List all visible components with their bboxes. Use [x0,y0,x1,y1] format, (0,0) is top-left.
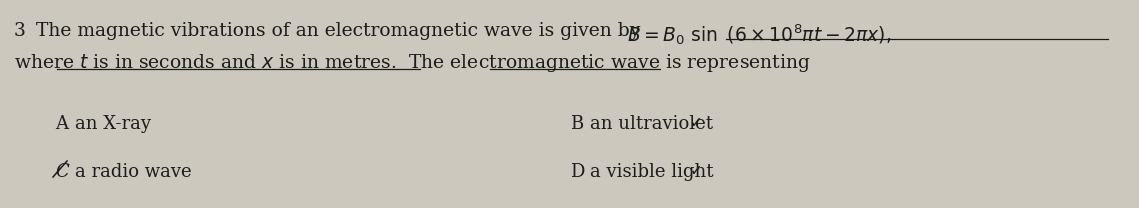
Text: $B = B_0\ \sin\ (6 \times 10^8\pi t - 2\pi x),$: $B = B_0\ \sin\ (6 \times 10^8\pi t - 2\… [626,22,892,47]
Text: The magnetic vibrations of an electromagnetic wave is given by: The magnetic vibrations of an electromag… [36,22,646,40]
Text: C: C [55,163,68,181]
Text: a radio wave: a radio wave [75,163,191,181]
Text: A: A [55,115,68,133]
Text: a visible light: a visible light [590,163,713,181]
Text: an ultraviolet: an ultraviolet [590,115,713,133]
Text: B: B [570,115,583,133]
Text: ✓: ✓ [690,163,703,178]
Text: 3: 3 [14,22,26,40]
Text: ✓: ✓ [690,115,703,130]
Text: where $t$ is in seconds and $x$ is in metres.  The electromagnetic wave is repre: where $t$ is in seconds and $x$ is in me… [14,52,811,74]
Text: D: D [570,163,584,181]
Text: an X-ray: an X-ray [75,115,151,133]
